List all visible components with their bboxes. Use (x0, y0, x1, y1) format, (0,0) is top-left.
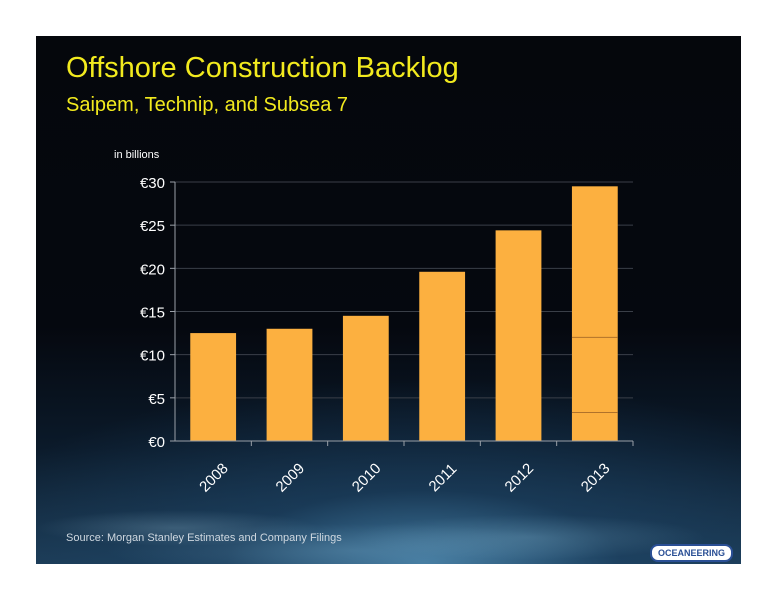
bar-2009 (266, 328, 313, 441)
backlog-bar-chart: €0 €5 €10 €15 €20 €25 €30 2008 2009 2010 2011 2012 2… (114, 149, 634, 496)
bar-2012 (495, 230, 542, 441)
seafloor-background (36, 474, 741, 564)
oceaneering-logo: OCEANEERING (650, 544, 734, 562)
slide-subtitle: Saipem, Technip, and Subsea 7 (66, 94, 349, 116)
y-tick-label: €25 (140, 218, 165, 235)
bar-2013 (571, 186, 618, 441)
bar-2010 (342, 315, 389, 441)
slide-title: Offshore Construction Backlog (66, 52, 459, 84)
x-tick-label: 2008 (196, 460, 232, 496)
bar-2008 (190, 333, 237, 441)
y-axis-unit-label: in billions (114, 149, 160, 161)
x-tick-label: 2012 (502, 460, 538, 496)
y-tick-label: €20 (140, 261, 165, 278)
x-tick-label: 2009 (273, 460, 309, 496)
x-tick-label: 2011 (426, 460, 461, 495)
y-tick-label: €5 (148, 391, 165, 408)
x-tick-label: 2010 (349, 460, 385, 496)
source-note: Source: Morgan Stanley Estimates and Com… (66, 532, 342, 544)
x-tick-label: 2013 (578, 460, 614, 496)
y-tick-label: €10 (140, 348, 165, 365)
y-tick-label: €0 (148, 434, 165, 451)
y-tick-label: €15 (140, 305, 165, 322)
bars (190, 186, 618, 441)
gridlines (175, 181, 633, 399)
bar-2011 (419, 271, 466, 441)
y-tick-label: €30 (140, 175, 165, 192)
axes: €0 €5 €10 €15 €20 €25 €30 2008 2009 2010 2011 2012 2… (140, 175, 634, 496)
slide: Offshore Construction Backlog Saipem, Te… (36, 36, 741, 564)
